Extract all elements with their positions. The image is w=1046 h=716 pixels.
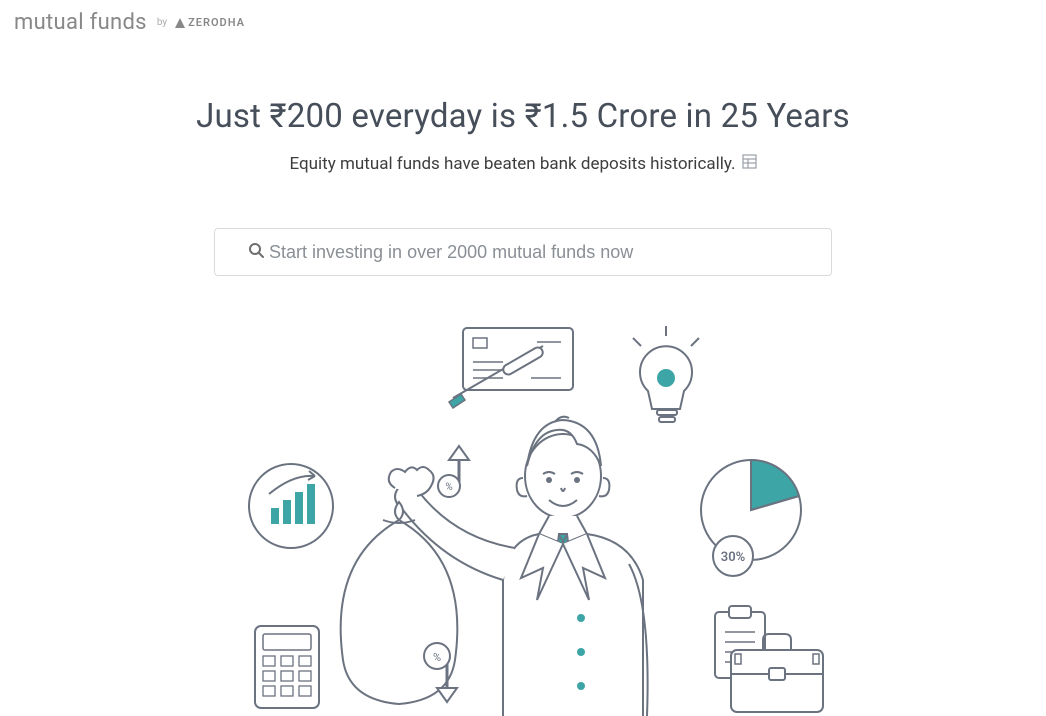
logo-main: mutual funds (14, 10, 147, 35)
logo-brand-text: ZERODHA (188, 16, 245, 29)
logo-brand: ZERODHA (175, 16, 245, 29)
subline-text: Equity mutual funds have beaten bank dep… (289, 154, 735, 174)
pie-chart-icon: 30% (701, 460, 801, 576)
lightbulb-icon (633, 326, 699, 422)
calculator-icon (255, 626, 319, 708)
search-wrap (214, 228, 832, 276)
hero: Just ₹200 everyday is ₹1.5 Crore in 25 Y… (0, 97, 1046, 716)
up-arrow-icon: % (438, 446, 469, 497)
header: mutual funds by ZERODHA (0, 0, 1046, 45)
svg-text:%: % (445, 482, 452, 493)
search-icon (248, 242, 264, 262)
svg-text:%: % (433, 651, 441, 664)
barchart-icon (249, 464, 333, 548)
fund-search-input[interactable] (214, 228, 832, 276)
logo-by: by (157, 17, 167, 28)
page-subline: Equity mutual funds have beaten bank dep… (289, 154, 756, 174)
pie-label: 30% (721, 550, 746, 565)
table-icon[interactable] (742, 154, 757, 174)
zerodha-kite-icon (175, 18, 185, 28)
hero-illustration: % (203, 316, 843, 716)
page-headline: Just ₹200 everyday is ₹1.5 Crore in 25 Y… (0, 97, 1046, 136)
